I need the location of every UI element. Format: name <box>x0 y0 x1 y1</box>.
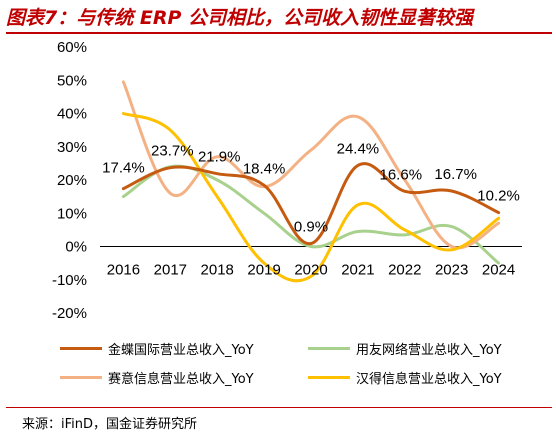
data-label: 0.9% <box>294 219 328 236</box>
legend-label: 赛意信息营业总收入_YoY <box>108 371 254 387</box>
data-label: 17.4% <box>102 160 145 177</box>
y-tick-label: 0% <box>65 239 87 256</box>
y-tick-label: 20% <box>57 172 87 189</box>
series-line <box>121 112 501 283</box>
legend-label: 汉得信息营业总收入_YoY <box>356 371 502 387</box>
chart-title: 图表7：与传统 ERP 公司相比，公司收入韧性显著较强 <box>6 7 473 29</box>
y-tick-label: 60% <box>57 39 87 56</box>
legend-item: 汉得信息营业总收入_YoY <box>308 367 502 387</box>
data-label: 23.7% <box>151 143 194 160</box>
y-tick-label: 50% <box>57 72 87 89</box>
legend-swatch <box>60 375 102 379</box>
data-label: 24.4% <box>337 140 380 157</box>
legend-swatch <box>60 346 102 350</box>
x-tick-label: 2018 <box>201 262 234 279</box>
data-label: 18.4% <box>243 160 286 177</box>
line-chart: -20%-10%0%10%20%30%40%50%60% 2016 2017 201… <box>52 39 522 322</box>
source-note: 来源：iFinD，国金证券研究所 <box>22 417 198 432</box>
x-tick-label: 2020 <box>294 262 327 279</box>
legend-label: 用友网络营业总收入_YoY <box>356 342 502 358</box>
data-label: 16.7% <box>434 166 477 183</box>
x-tick-label: 2017 <box>154 262 187 279</box>
data-label: 21.9% <box>198 149 241 166</box>
y-tick-label: -20% <box>52 305 87 322</box>
data-label: 16.6% <box>380 166 423 183</box>
x-tick-label: 2016 <box>107 262 140 279</box>
x-tick-label: 2023 <box>435 262 468 279</box>
y-axis-ticks: -20% -10% 0% 10% 20% 30% 40% 50% 60% <box>52 39 87 322</box>
y-tick-label: 40% <box>57 106 87 123</box>
legend-swatch <box>308 346 350 350</box>
legend-swatch <box>308 375 350 379</box>
legend-item: 用友网络营业总收入_YoY <box>308 338 502 358</box>
x-tick-label: 2024 <box>482 262 515 279</box>
legend-item: 赛意信息营业总收入_YoY <box>60 367 254 387</box>
y-tick-label: -10% <box>52 272 87 289</box>
x-axis-ticks: 2016 2017 2018 2019 2020 2021 2022 2023 2024 <box>107 262 515 279</box>
data-label: 10.2% <box>477 188 520 205</box>
y-tick-label: 30% <box>57 139 87 156</box>
series-line <box>121 80 501 250</box>
source-divider <box>6 407 552 408</box>
x-tick-label: 2019 <box>247 262 280 279</box>
legend-label: 金蝶国际营业总收入_YoY <box>108 342 254 358</box>
data-labels: 17.4% 23.7% 21.9%18.4% 0.9% 24.4%16.6% 16.7%1… <box>102 140 520 235</box>
x-tick-label: 2021 <box>341 262 374 279</box>
legend-item: 金蝶国际营业总收入_YoY <box>60 338 254 358</box>
y-tick-label: 10% <box>57 205 87 222</box>
series-line <box>121 162 501 246</box>
chart-legend: 金蝶国际营业总收入_YoY 用友网络营业总收入_YoY 赛意信息营业总收入_YoY 汉… <box>60 338 540 396</box>
series-lines <box>121 80 501 283</box>
x-tick-label: 2022 <box>388 262 421 279</box>
title-divider <box>6 32 552 34</box>
